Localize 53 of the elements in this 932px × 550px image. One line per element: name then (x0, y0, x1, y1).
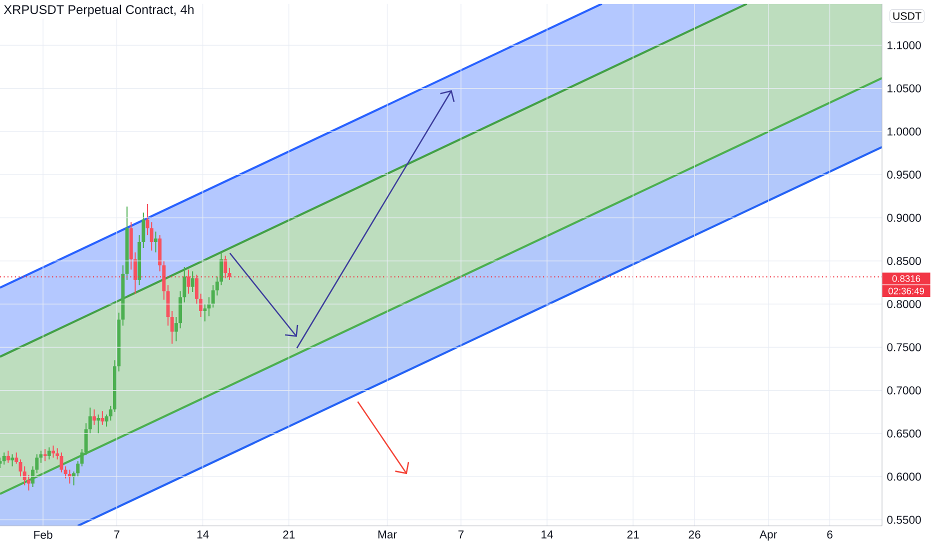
y-tick-label: 0.8500 (887, 256, 921, 265)
candlestick (166, 284, 170, 326)
ref-line-label: 0.8316 (892, 275, 920, 282)
candlestick (14, 452, 18, 464)
candlestick (199, 293, 203, 318)
candlestick (203, 304, 207, 322)
y-tick-label: 0.6000 (887, 472, 921, 481)
y-tick-label: 0.5500 (887, 516, 921, 524)
y-tick-label: 0.6500 (887, 430, 921, 438)
candlestick (125, 206, 129, 280)
candlestick (47, 446, 51, 460)
y-tick-label: 0.9000 (887, 214, 921, 222)
x-tick-label: 7 (458, 530, 464, 538)
candlestick (10, 454, 14, 467)
candlestick (100, 410, 104, 426)
candlestick (92, 408, 96, 426)
candlestick (52, 445, 55, 458)
chart-title: XRPUSDT Perpetual Contract, 4h (4, 4, 194, 17)
candlestick (60, 452, 64, 473)
candlestick (26, 474, 30, 491)
x-tick-label: 6 (827, 530, 832, 539)
y-tick-label: 0.8000 (887, 300, 921, 308)
y-tick-label: 0.7000 (887, 386, 921, 394)
x-tick-label: Mar (378, 530, 397, 538)
x-tick-label: 7 (114, 530, 120, 538)
candlestick (186, 269, 190, 294)
candlestick (170, 310, 174, 344)
candlestick (154, 231, 158, 253)
x-tick-label: 14 (542, 530, 554, 538)
candlestick (190, 270, 194, 293)
candlestick (2, 452, 6, 466)
text: 02:36:49 (888, 288, 924, 294)
x-tick-label: 21 (627, 530, 639, 538)
x-tick-label: 26 (688, 530, 700, 539)
candlestick (68, 469, 72, 484)
candlestick (6, 450, 10, 464)
y-tick-label: 1.0500 (888, 84, 921, 92)
x-tick-label: 14 (197, 530, 209, 538)
candlestick (174, 316, 178, 342)
candlestick (96, 414, 100, 434)
candlestick (150, 222, 154, 252)
y-axis-title: USDT (893, 12, 922, 20)
candlestick (43, 448, 47, 462)
y-tick-label: 0.7500 (887, 343, 921, 352)
y-tick-label: 0.9500 (887, 170, 921, 179)
y-tick-label: 1.0000 (888, 128, 921, 136)
candlestick (194, 274, 198, 305)
x-tick-label: Apr (760, 530, 777, 541)
x-tick-label: Feb (34, 530, 52, 539)
candlestick (18, 458, 22, 478)
y-tick-label: 1.1000 (888, 41, 921, 50)
x-tick-label: 21 (283, 530, 295, 538)
candlestick (224, 255, 228, 279)
